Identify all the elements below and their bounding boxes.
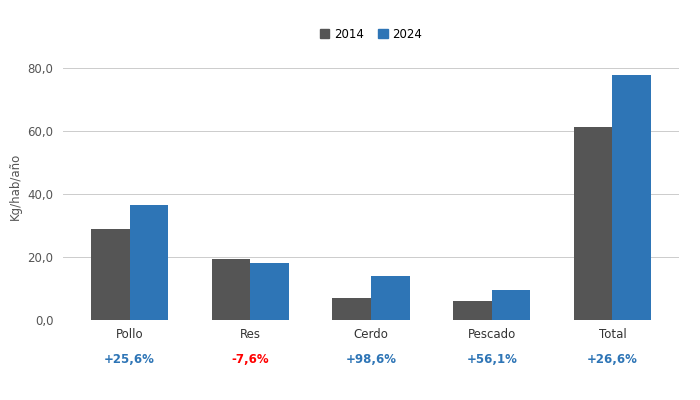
Y-axis label: Kg/hab/año: Kg/hab/año	[8, 152, 22, 220]
Legend: 2014, 2024: 2014, 2024	[315, 23, 427, 46]
Text: +25,6%: +25,6%	[104, 353, 155, 366]
Bar	[612, 75, 651, 320]
Bar	[332, 298, 371, 320]
Bar	[91, 228, 130, 320]
Bar	[574, 127, 612, 320]
Text: -7,6%: -7,6%	[232, 353, 269, 366]
Text: +98,6%: +98,6%	[346, 353, 396, 366]
Bar	[371, 276, 409, 320]
Bar	[491, 290, 531, 320]
Bar	[453, 301, 491, 320]
Bar	[251, 263, 289, 320]
Text: +26,6%: +26,6%	[587, 353, 638, 366]
Bar	[130, 205, 168, 320]
Bar	[211, 258, 251, 320]
Text: +56,1%: +56,1%	[466, 353, 517, 366]
